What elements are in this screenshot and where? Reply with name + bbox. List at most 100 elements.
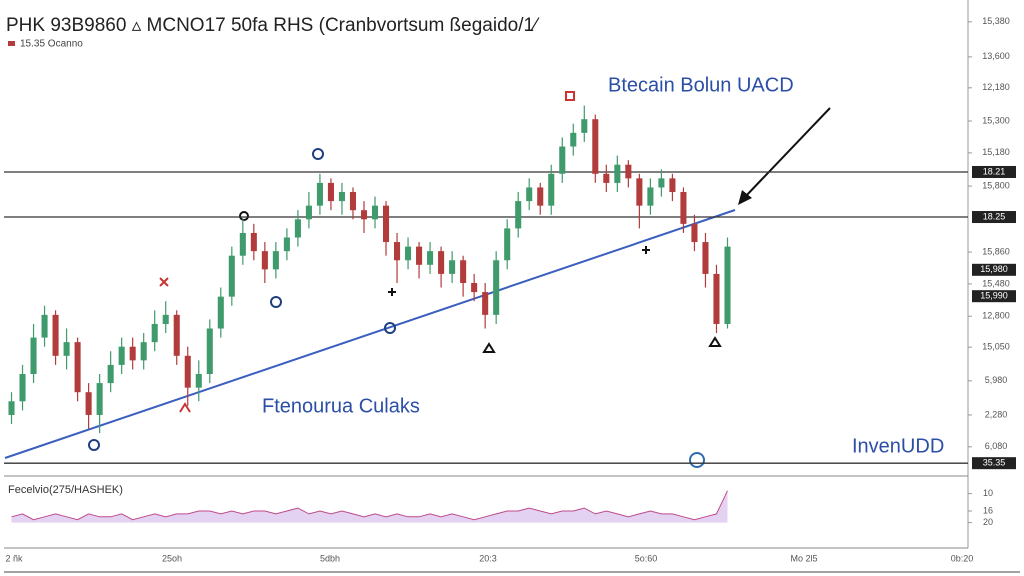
price-tag	[972, 211, 1016, 224]
candle-body	[438, 251, 445, 274]
candle-body	[206, 328, 213, 374]
candle-body	[382, 205, 390, 243]
candle-body	[283, 237, 290, 252]
candle-body	[570, 132, 577, 147]
candle-body	[52, 314, 59, 356]
candle-body	[371, 205, 379, 220]
trend-line	[4, 209, 736, 459]
candle-body	[338, 192, 345, 202]
icon	[239, 211, 249, 221]
chart-icons	[88, 91, 722, 468]
indicator-area	[11, 490, 728, 523]
candle-body	[184, 355, 191, 388]
price-tag	[972, 263, 1016, 276]
y-tick-label: 5,980	[985, 375, 1008, 385]
x-tick-label: 25oh	[162, 553, 182, 563]
candle-body	[691, 223, 698, 243]
annotation: InvenUDD	[852, 435, 944, 457]
indicator-tick-label: 20	[983, 517, 993, 527]
x-tick-label: 5dbh	[320, 553, 340, 563]
icon	[88, 439, 100, 451]
candle-body	[327, 182, 334, 202]
candle-body	[515, 201, 522, 229]
candle-body	[647, 187, 654, 206]
candle-body	[537, 187, 544, 206]
candle-body	[548, 173, 555, 206]
candle-body	[41, 314, 48, 338]
candle-body	[614, 164, 621, 183]
candle-body	[581, 119, 588, 133]
annotation-arrow	[743, 107, 831, 199]
candle-body	[405, 246, 412, 261]
candle-body	[427, 251, 434, 265]
indicator-line	[11, 490, 728, 521]
candle-body	[250, 232, 257, 252]
candle-body	[8, 401, 15, 415]
price-tag-label: 15,980	[980, 264, 1008, 274]
candle-body	[592, 119, 599, 174]
icon	[179, 402, 191, 413]
indicator-tick-label: 10	[983, 488, 993, 498]
candle-body	[603, 173, 610, 183]
x-tick-label: 5o:60	[635, 553, 658, 563]
candle-body	[504, 228, 511, 261]
candle-body	[680, 192, 687, 224]
candle-body	[713, 273, 720, 324]
candle-body	[349, 192, 357, 211]
candle-body	[559, 146, 566, 174]
y-tick-label: 6,080	[985, 441, 1008, 451]
candle-body	[482, 292, 489, 315]
price-tag	[972, 165, 1016, 178]
y-tick-label: 15,380	[982, 16, 1010, 26]
candle-body	[217, 296, 224, 329]
y-tick-label: 15,480	[982, 278, 1010, 288]
candle-body	[19, 374, 26, 402]
y-tick-label: 15,860	[982, 246, 1010, 256]
x-tick-label: 2 ñk	[5, 553, 23, 563]
icon	[270, 296, 282, 308]
candle-body	[493, 260, 500, 315]
y-tick-label: 15,300	[982, 115, 1010, 125]
candle-body	[272, 251, 279, 270]
subtitle-flag	[8, 41, 15, 46]
x-tick-label: 20:3	[479, 553, 497, 563]
candle-body	[30, 337, 37, 374]
indicator-tick-label: 16	[983, 505, 993, 515]
candle-body	[261, 251, 268, 270]
icon	[312, 148, 324, 160]
y-tick-label: 13,600	[982, 51, 1010, 61]
candle-body	[195, 374, 202, 388]
annotation: Btecain Bolun UACD	[608, 74, 794, 96]
indicator-label: Fecelvio(275/HASHEK)	[8, 484, 123, 496]
candle-body	[416, 246, 423, 265]
candle-body	[129, 346, 136, 361]
icon	[388, 246, 650, 296]
candle-body	[658, 178, 665, 188]
chart-title: PHK 93B9860 ▵ MCNO17 50fa RHS (Cranbvort…	[6, 15, 540, 36]
candle-body	[394, 242, 401, 261]
y-tick-label: 15,180	[982, 147, 1010, 157]
candle-body	[449, 260, 456, 274]
price-tag-label: 18.21	[983, 166, 1006, 176]
x-tick-label: Mo 2l5	[790, 553, 817, 563]
y-tick-label: 12,800	[982, 311, 1010, 321]
candle-body	[294, 219, 301, 238]
subtitle: 15.35 Ocanno	[20, 39, 83, 50]
candle-body	[151, 323, 158, 343]
candle-body	[471, 283, 478, 293]
icon	[384, 322, 396, 334]
annotation: Ftenourua Culaks	[262, 395, 420, 417]
y-tick-label: 2,280	[985, 409, 1008, 419]
x-tick-label: 0b:20	[951, 553, 974, 563]
candle-body	[636, 178, 643, 206]
candle-body	[162, 314, 169, 324]
candle-body	[239, 232, 246, 256]
y-tick-label: 15,050	[982, 342, 1010, 352]
candle-body	[724, 246, 731, 324]
candle-body	[96, 383, 103, 415]
candle-body	[360, 210, 368, 220]
candle-body	[63, 342, 70, 356]
icon	[482, 336, 722, 353]
